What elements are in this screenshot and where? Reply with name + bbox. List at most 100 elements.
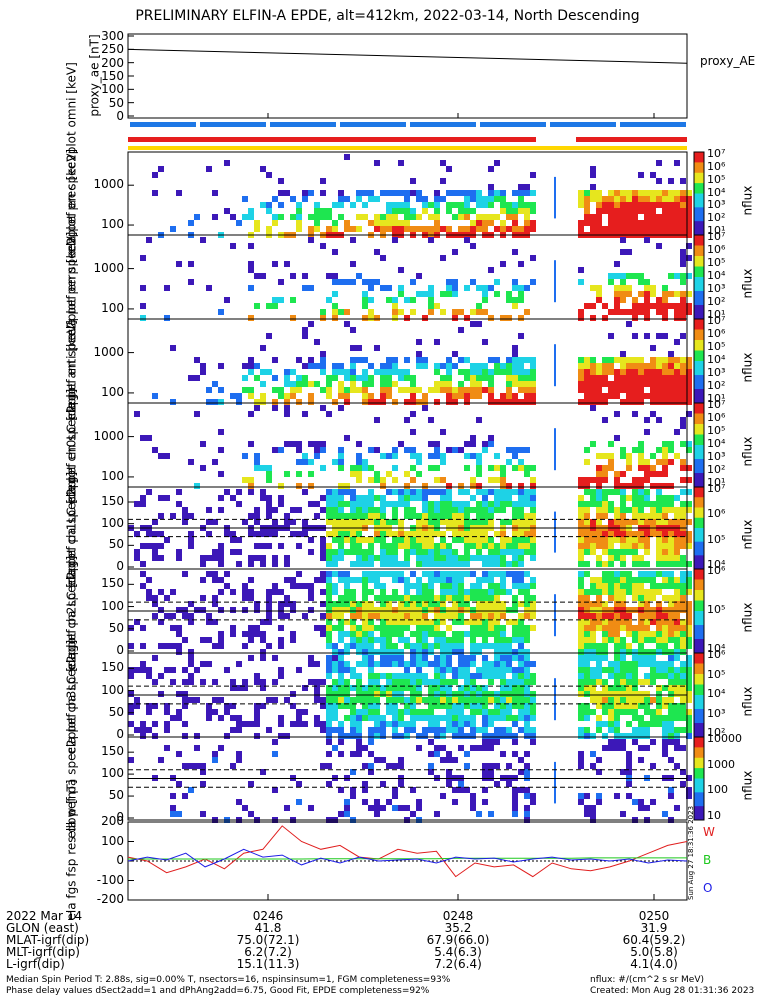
heatmap-cell bbox=[500, 561, 506, 567]
heatmap-cell bbox=[494, 733, 500, 739]
heatmap-cell bbox=[602, 495, 608, 501]
heatmap-cell bbox=[584, 673, 590, 679]
heatmap-cell bbox=[440, 501, 446, 507]
heatmap-cell bbox=[248, 387, 254, 393]
heatmap-cell bbox=[350, 709, 356, 715]
heatmap-cell bbox=[524, 685, 530, 691]
heatmap-cell bbox=[530, 613, 536, 619]
heatmap-cell bbox=[644, 649, 650, 655]
heatmap-cell bbox=[164, 709, 170, 715]
colorbar-cell bbox=[694, 551, 704, 556]
colorbar-cell bbox=[694, 448, 704, 453]
heatmap-cell bbox=[644, 697, 650, 703]
heatmap-cell bbox=[518, 291, 524, 297]
heatmap-cell bbox=[518, 489, 524, 495]
heatmap-cell bbox=[662, 459, 668, 465]
heatmap-cell bbox=[662, 387, 668, 393]
heatmap-cell bbox=[686, 727, 692, 733]
heatmap-cell bbox=[272, 679, 278, 685]
heatmap-cell bbox=[644, 489, 650, 495]
heatmap-cell bbox=[302, 709, 308, 715]
heatmap-cell bbox=[452, 697, 458, 703]
heatmap-cell bbox=[590, 643, 596, 649]
heatmap-cell bbox=[494, 667, 500, 673]
heatmap-cell bbox=[428, 202, 434, 208]
heatmap-cell bbox=[422, 208, 428, 214]
heatmap-cell bbox=[404, 399, 410, 405]
heatmap-cell bbox=[626, 697, 632, 703]
heatmap-cell bbox=[410, 697, 416, 703]
heatmap-cell bbox=[182, 679, 188, 685]
colorbar-tick-label: 10³ bbox=[707, 198, 726, 212]
heatmap-cell bbox=[596, 531, 602, 537]
heatmap-cell bbox=[230, 679, 236, 685]
heatmap-cell bbox=[578, 613, 584, 619]
heatmap-cell bbox=[596, 607, 602, 613]
colorbar-label: nflux bbox=[740, 268, 755, 299]
heatmap-cell bbox=[314, 715, 320, 721]
heatmap-cell bbox=[674, 190, 680, 196]
heatmap-cell bbox=[506, 214, 512, 220]
heatmap-cell bbox=[614, 631, 620, 637]
gap-spike bbox=[554, 344, 556, 387]
heatmap-cell bbox=[356, 513, 362, 519]
heatmap-cell bbox=[422, 727, 428, 733]
heatmap-cell bbox=[512, 571, 518, 577]
heatmap-cell bbox=[626, 589, 632, 595]
y-tick-label: 50 bbox=[108, 620, 124, 635]
heatmap-cell bbox=[296, 709, 302, 715]
heatmap-cell bbox=[530, 697, 536, 703]
heatmap-cell bbox=[656, 489, 662, 495]
heatmap-cell bbox=[608, 507, 614, 513]
heatmap-cell bbox=[374, 685, 380, 691]
heatmap-cell bbox=[626, 751, 632, 757]
heatmap-cell bbox=[512, 721, 518, 727]
heatmap-cell bbox=[608, 589, 614, 595]
heatmap-cell bbox=[524, 811, 530, 817]
heatmap-cell bbox=[584, 613, 590, 619]
heatmap-cell bbox=[476, 697, 482, 703]
heatmap-cell bbox=[632, 697, 638, 703]
heatmap-cell bbox=[140, 583, 146, 589]
heatmap-cell bbox=[296, 531, 302, 537]
heatmap-cell bbox=[506, 649, 512, 655]
heatmap-cell bbox=[584, 208, 590, 214]
heatmap-cell bbox=[410, 495, 416, 501]
heatmap-cell bbox=[446, 226, 452, 232]
heatmap-cell bbox=[638, 357, 644, 363]
heatmap-cell bbox=[404, 196, 410, 202]
heatmap-cell bbox=[368, 315, 374, 321]
heatmap-cell bbox=[470, 805, 476, 811]
heatmap-cell bbox=[662, 577, 668, 583]
heatmap-cell bbox=[686, 220, 692, 226]
proxy-ae-tick-label: 0 bbox=[116, 109, 124, 123]
heatmap-cell bbox=[506, 549, 512, 555]
heatmap-cell bbox=[434, 655, 440, 661]
heatmap-cell bbox=[602, 637, 608, 643]
heatmap-cell bbox=[200, 465, 206, 471]
heatmap-cell bbox=[320, 727, 326, 733]
heatmap-cell bbox=[590, 691, 596, 697]
heatmap-cell bbox=[338, 751, 344, 757]
heatmap-cell bbox=[206, 613, 212, 619]
heatmap-cell bbox=[392, 697, 398, 703]
heatmap-cell bbox=[362, 685, 368, 691]
heatmap-cell bbox=[518, 375, 524, 381]
heatmap-cell bbox=[680, 208, 686, 214]
heatmap-cell bbox=[680, 561, 686, 567]
heatmap-cell bbox=[500, 363, 506, 369]
heatmap-cell bbox=[284, 577, 290, 583]
heatmap-cell bbox=[674, 685, 680, 691]
heatmap-cell bbox=[338, 214, 344, 220]
heatmap-cell bbox=[398, 160, 404, 166]
heatmap-cell bbox=[428, 531, 434, 537]
heatmap-cell bbox=[254, 226, 260, 232]
heatmap-cell bbox=[584, 727, 590, 733]
heatmap-cell bbox=[386, 691, 392, 697]
colorbar-cell bbox=[694, 521, 704, 526]
heatmap-cell bbox=[656, 715, 662, 721]
heatmap-cell bbox=[656, 643, 662, 649]
heatmap-cell bbox=[638, 375, 644, 381]
colorbar-cell bbox=[694, 642, 704, 647]
heatmap-cell bbox=[614, 537, 620, 543]
